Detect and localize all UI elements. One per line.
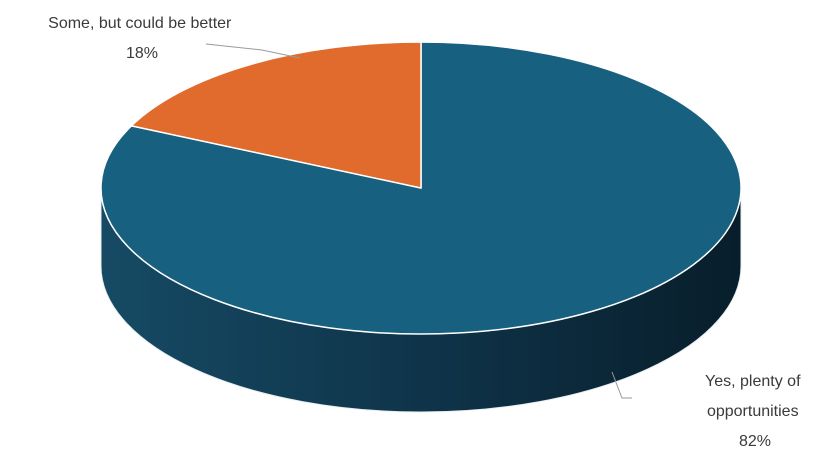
slice-label-some-text: Some, but could be better [48, 15, 232, 32]
slice-label-some-pct: 18% [126, 45, 158, 62]
leader-line-yes [611, 371, 632, 399]
slice-label-some: Some, but could be better 18% [48, 15, 236, 62]
slice-label-yes-pct: 82% [739, 433, 771, 450]
slice-label-yes-line1: Yes, plenty of [705, 373, 801, 390]
slice-label-yes: Yes, plenty of opportunities 82% [705, 373, 805, 450]
slice-label-yes-line2: opportunities [707, 403, 799, 420]
pie-slice-some [130, 41, 422, 189]
leader-line-some [205, 43, 301, 59]
